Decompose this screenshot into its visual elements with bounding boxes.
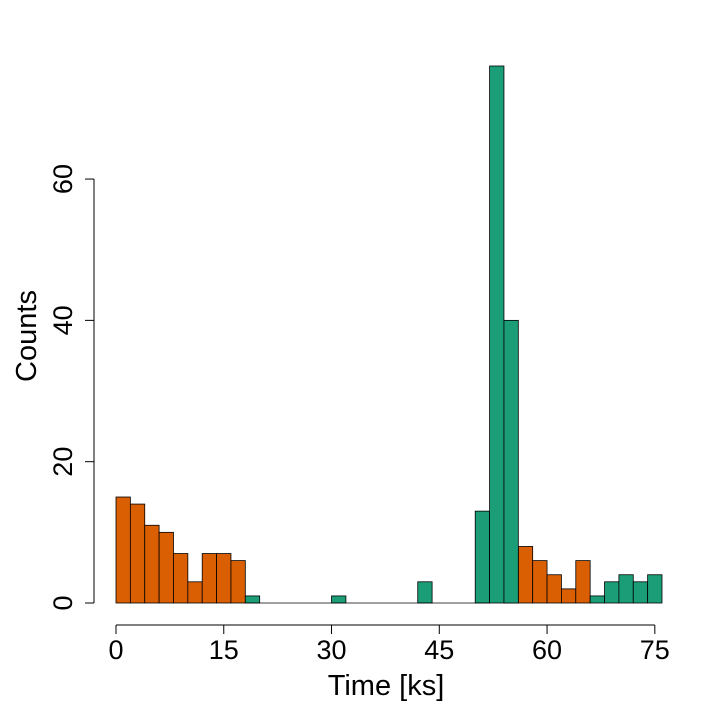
y-axis-label: Counts <box>11 290 43 382</box>
y-axis: 0 20 40 60 <box>48 164 95 611</box>
bar-series1-1 <box>331 595 347 604</box>
bar-series0-14 <box>575 560 591 604</box>
bar-series1-7 <box>604 581 620 604</box>
bar-series1-9 <box>632 581 649 604</box>
bars-layer <box>115 65 663 604</box>
bar-series0-11 <box>532 560 548 604</box>
x-tick-label-2: 30 <box>317 635 347 665</box>
y-tick-label-1: 20 <box>48 447 78 477</box>
bar-series1-8 <box>618 574 634 604</box>
x-tick-label-3: 45 <box>424 635 454 665</box>
bar-series0-1 <box>129 503 146 604</box>
bar-series0-4 <box>173 553 189 604</box>
y-tick-label-2: 40 <box>48 305 78 335</box>
bar-series0-13 <box>561 588 577 604</box>
bar-series0-12 <box>546 574 562 604</box>
y-tick-label-0: 0 <box>48 595 78 610</box>
bar-series1-2 <box>417 581 433 604</box>
bar-series1-4 <box>489 65 505 604</box>
x-tick-label-0: 0 <box>108 635 123 665</box>
bar-series0-3 <box>158 531 174 604</box>
bar-series0-6 <box>201 553 217 604</box>
bar-series1-3 <box>474 510 490 604</box>
bar-series0-8 <box>230 560 246 604</box>
x-tick-label-4: 60 <box>532 635 562 665</box>
bar-series0-2 <box>144 524 160 604</box>
bar-series1-10 <box>647 574 663 604</box>
bar-series1-5 <box>503 319 519 604</box>
bar-series0-0 <box>115 496 131 604</box>
bar-series1-6 <box>589 595 605 604</box>
bar-series0-7 <box>216 553 232 604</box>
bar-series0-10 <box>517 546 534 604</box>
x-axis: 0 15 30 45 60 75 <box>108 624 670 665</box>
bar-series0-5 <box>187 581 203 604</box>
x-tick-label-5: 75 <box>640 635 670 665</box>
x-axis-label: Time [ks] <box>328 670 445 702</box>
y-tick-label-3: 60 <box>48 164 78 194</box>
bar-series1-0 <box>244 595 261 604</box>
x-tick-label-1: 15 <box>209 635 239 665</box>
